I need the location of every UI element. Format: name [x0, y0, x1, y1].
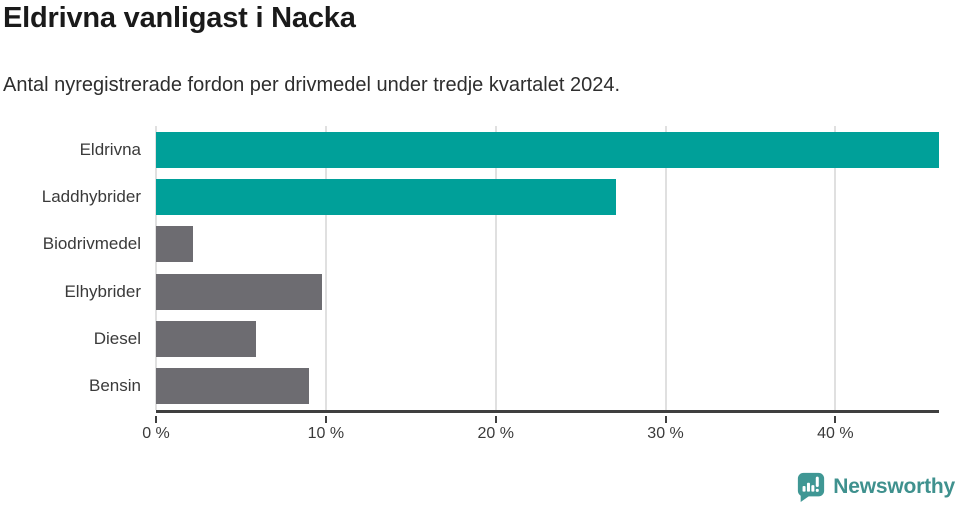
- bar-biodrivmedel: [156, 226, 194, 263]
- bar-row: Eldrivna: [80, 126, 939, 173]
- x-axis-tick: [155, 416, 157, 423]
- gridline: [664, 126, 667, 410]
- bar-row: Biodrivmedel: [43, 221, 939, 268]
- chart-subtitle: Antal nyregistrerade fordon per drivmede…: [3, 74, 621, 96]
- newsworthy-logo: Newsworthy: [796, 471, 955, 502]
- gridline: [834, 126, 837, 410]
- x-axis-tick: [834, 416, 837, 423]
- bar-elhybrider: [156, 273, 323, 310]
- gridline: [494, 126, 497, 410]
- category-label-bensin: Bensin: [89, 376, 141, 396]
- newsworthy-bar-chart-bubble-icon: [798, 472, 825, 502]
- category-label-diesel: Diesel: [93, 328, 141, 348]
- bar-row: Laddhybrider: [42, 173, 939, 220]
- bar-diesel: [156, 320, 257, 357]
- gridline: [155, 126, 157, 410]
- bar-laddhybrider: [156, 178, 617, 215]
- bar-chart-plot-area: Eldrivna Laddhybrider Biodrivmedel Elhybrid…: [42, 126, 939, 413]
- bar-row: Bensin: [89, 363, 939, 410]
- x-axis-tick-label: 0 %: [142, 425, 170, 442]
- brand-name: Newsworthy: [833, 474, 955, 498]
- chart-title: Eldrivna vanligast i Nacka: [3, 2, 356, 34]
- category-label-elhybrider: Elhybrider: [64, 281, 141, 301]
- gridlines: [155, 126, 939, 410]
- plot-rows: Eldrivna Laddhybrider Biodrivmedel Elhybrid…: [42, 126, 939, 410]
- x-axis-tick-label: 30 %: [647, 425, 684, 442]
- x-axis-tick: [664, 416, 667, 423]
- x-axis-tick: [494, 416, 497, 423]
- bar-row: Elhybrider: [64, 268, 939, 315]
- x-axis: 0 % 10 % 20 % 30 % 40 %: [142, 416, 939, 450]
- category-label-biodrivmedel: Biodrivmedel: [42, 234, 141, 254]
- x-axis-tick-label: 20 %: [477, 425, 514, 442]
- category-label-laddhybrider: Laddhybrider: [41, 186, 141, 206]
- x-axis-tick-label: 40 %: [817, 425, 854, 442]
- x-axis-tick: [324, 416, 327, 423]
- category-label-eldrivna: Eldrivna: [79, 139, 141, 159]
- bar-eldrivna: [156, 131, 939, 168]
- bar-row: Diesel: [94, 315, 939, 362]
- bar-bensin: [156, 368, 309, 405]
- x-axis-tick-label: 10 %: [307, 425, 345, 442]
- gridline: [324, 126, 327, 410]
